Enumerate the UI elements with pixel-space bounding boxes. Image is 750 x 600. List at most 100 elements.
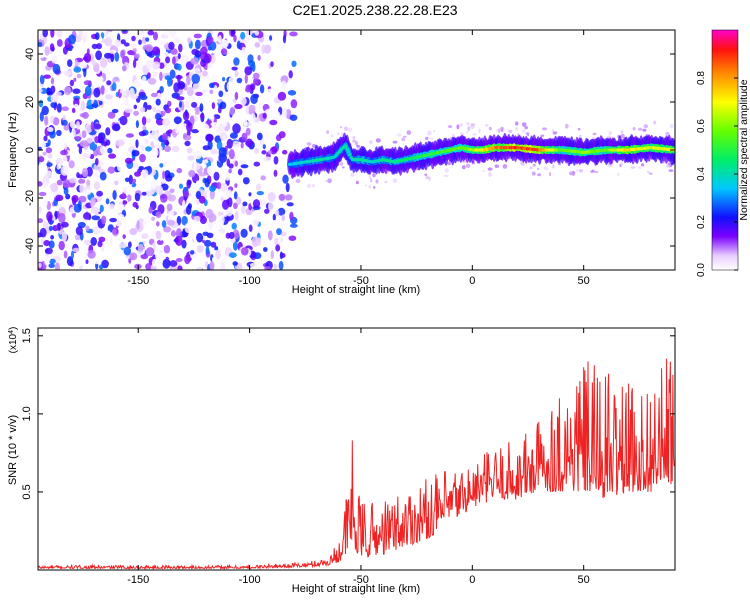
noise-blob: [273, 263, 278, 270]
noise-blob: [199, 103, 204, 113]
noise-blob: [141, 116, 147, 126]
noise-blob: [239, 161, 245, 166]
noise-blob: [145, 44, 154, 52]
faint-dot: [368, 184, 372, 189]
noise-blob: [186, 265, 194, 270]
noise-blob: [184, 140, 191, 147]
signal-core: [345, 147, 349, 151]
faint-dot: [521, 129, 526, 134]
noise-blob: [248, 192, 252, 197]
noise-blob: [228, 149, 235, 160]
noise-blob: [95, 50, 102, 61]
noise-blob: [116, 204, 125, 211]
heatmap-x-tick-label: -100: [239, 275, 261, 287]
noise-blob: [68, 34, 76, 45]
noise-blob: [175, 75, 183, 80]
noise-blob: [250, 83, 256, 91]
noise-blob: [232, 123, 241, 134]
noise-blob: [194, 110, 200, 115]
noise-blob: [42, 151, 47, 156]
noise-blob: [38, 137, 43, 144]
noise-blob: [208, 220, 213, 230]
faint-dot: [427, 130, 432, 136]
noise-blob: [141, 233, 149, 239]
noise-blob: [181, 215, 188, 226]
noise-blob: [50, 30, 55, 38]
noise-blob: [277, 91, 287, 101]
noise-blob: [138, 131, 146, 137]
noise-blob: [251, 193, 257, 198]
heatmap-y-tick-label: 40: [24, 48, 36, 60]
faint-dot: [569, 171, 574, 176]
noise-blob: [124, 88, 131, 98]
noise-blob: [289, 114, 298, 121]
noise-blob: [278, 193, 286, 201]
noise-blob: [173, 82, 180, 93]
noise-blob: [127, 241, 132, 248]
noise-blob: [131, 35, 136, 42]
faint-dot: [401, 137, 406, 142]
noise-blob: [129, 51, 136, 56]
noise-blob: [76, 172, 80, 179]
faint-dot: [306, 142, 312, 146]
faint-dot: [494, 164, 499, 168]
heatmap-x-tick-label: 50: [578, 275, 590, 287]
noise-blob: [82, 111, 89, 119]
faint-dot: [643, 124, 648, 129]
noise-blob: [61, 106, 69, 111]
noise-blob: [260, 175, 267, 181]
noise-blob: [131, 182, 137, 188]
noise-blob: [234, 160, 238, 167]
noise-blob: [140, 107, 146, 113]
faint-dot: [549, 172, 552, 177]
noise-blob: [220, 262, 226, 270]
noise-blob: [98, 133, 104, 144]
noise-blob: [233, 202, 238, 210]
noise-blob: [63, 124, 70, 131]
noise-blob: [217, 123, 225, 133]
faint-dot: [402, 135, 407, 138]
noise-blob: [58, 212, 66, 224]
noise-blob: [51, 215, 56, 221]
noise-blob: [104, 37, 113, 47]
noise-blob: [45, 147, 53, 154]
noise-blob: [124, 71, 130, 82]
faint-dot: [340, 126, 343, 129]
noise-blob: [245, 127, 251, 136]
noise-blob: [96, 190, 103, 197]
noise-blob: [240, 228, 248, 238]
faint-dot: [508, 129, 513, 133]
noise-blob: [42, 30, 48, 38]
noise-blob: [198, 195, 206, 204]
noise-blob: [241, 90, 247, 99]
faint-dot: [576, 168, 579, 172]
noise-blob: [280, 231, 287, 237]
noise-blob: [232, 241, 238, 251]
noise-blob: [123, 246, 132, 256]
noise-blob: [273, 169, 278, 177]
noise-blob: [200, 46, 208, 55]
faint-dot: [444, 168, 449, 173]
faint-dot: [470, 123, 476, 127]
noise-blob: [213, 171, 220, 181]
noise-blob: [82, 153, 86, 161]
noise-blob: [190, 250, 195, 255]
noise-blob: [256, 183, 262, 191]
noise-blob: [195, 263, 204, 270]
noise-blob: [211, 102, 216, 110]
faint-dot: [466, 131, 469, 134]
noise-blob: [162, 118, 171, 126]
heatmap-y-tick-label: -40: [24, 238, 36, 254]
snr-y-multiplier: (x104): [8, 327, 20, 354]
faint-dot: [355, 180, 359, 185]
heatmap-y-axis-label: Frequency (Hz): [7, 112, 19, 188]
noise-blob: [71, 195, 79, 203]
noise-blob: [186, 86, 194, 97]
noise-blob: [93, 123, 102, 130]
noise-blob: [169, 179, 177, 186]
faint-dot: [307, 184, 311, 188]
faint-dot: [488, 172, 492, 177]
noise-blob: [99, 57, 108, 68]
noise-blob: [56, 91, 62, 97]
